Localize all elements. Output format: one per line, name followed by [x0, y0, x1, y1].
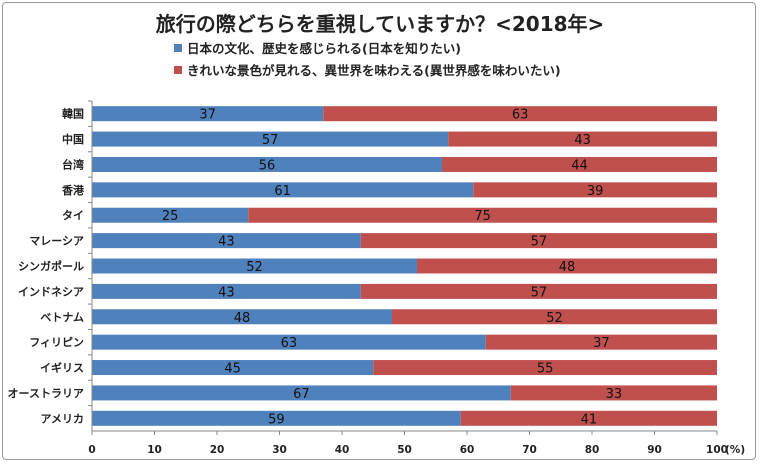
bar-1-10	[373, 360, 717, 376]
data-label-1-1: 43	[574, 133, 591, 148]
bar-0-7	[92, 283, 361, 299]
category-label-0: 韓国	[62, 107, 84, 121]
data-label-0-7: 43	[218, 285, 235, 300]
bar-0-12	[92, 410, 461, 426]
data-label-1-2: 44	[571, 158, 588, 173]
x-tick-label-0: 0	[88, 444, 95, 456]
data-label-0-12: 59	[268, 412, 285, 427]
data-label-0-5: 43	[218, 235, 235, 250]
legend-item-scenery: きれいな景色が見れる、異世界を味わえる(異世界感を味わいたい)	[174, 60, 561, 79]
x-tick-label-4: 40	[335, 444, 350, 456]
x-unit-label: (%)	[725, 444, 745, 456]
x-tick-label-3: 30	[272, 444, 287, 456]
data-label-1-7: 57	[531, 285, 548, 300]
chart-title: 旅行の際どちらを重視していますか？<2018年>	[155, 12, 605, 36]
category-label-8: ベトナム	[40, 311, 84, 324]
data-label-0-2: 56	[259, 158, 276, 173]
bar-1-12	[460, 410, 717, 426]
bar-1-3	[473, 182, 717, 198]
data-label-1-8: 52	[546, 311, 563, 326]
category-label-4: タイ	[62, 209, 84, 222]
bar-1-0	[323, 106, 717, 122]
bar-0-3	[92, 182, 474, 198]
data-label-0-9: 63	[281, 336, 298, 351]
data-label-0-1: 57	[262, 133, 279, 148]
data-label-1-0: 63	[512, 108, 529, 123]
bar-1-1	[448, 131, 717, 147]
x-tick-label-2: 20	[210, 444, 225, 456]
data-label-0-11: 67	[293, 387, 310, 402]
bar-1-2	[442, 156, 717, 172]
bar-0-9	[92, 334, 486, 350]
x-tick-label-9: 90	[647, 444, 662, 456]
bar-0-10	[92, 360, 374, 376]
category-label-6: シンガポール	[18, 259, 84, 273]
chart-frame	[2, 2, 756, 460]
bar-1-11	[510, 385, 717, 401]
category-label-5: マレーシア	[29, 235, 84, 248]
x-tick-label-8: 80	[585, 444, 600, 456]
bar-1-8	[392, 309, 717, 325]
bar-0-6	[92, 258, 417, 274]
category-label-3: 香港	[61, 183, 85, 197]
legend-item-culture: 日本の文化、歴史を感じられる(日本を知りたい)	[174, 38, 461, 57]
bar-0-8	[92, 309, 392, 325]
data-label-0-6: 52	[246, 260, 263, 275]
category-label-7: インドネシア	[18, 285, 84, 298]
x-tick-label-1: 10	[147, 444, 162, 456]
data-label-1-11: 33	[606, 387, 623, 402]
x-tick-label-6: 60	[460, 444, 475, 456]
bar-1-7	[360, 283, 717, 299]
bar-0-5	[92, 233, 361, 249]
data-label-1-9: 37	[593, 336, 610, 351]
bar-0-4	[92, 207, 249, 223]
bar-0-2	[92, 156, 442, 172]
data-label-1-3: 39	[587, 184, 604, 199]
data-label-1-6: 48	[559, 260, 576, 275]
data-label-1-5: 57	[531, 235, 548, 250]
legend-swatch-scenery	[174, 65, 182, 74]
category-label-11: オーストラリア	[8, 387, 84, 400]
data-label-0-0: 37	[199, 108, 216, 123]
data-label-1-4: 75	[474, 209, 491, 224]
data-label-0-10: 45	[224, 362, 241, 377]
data-label-0-8: 48	[234, 311, 251, 326]
bar-0-11	[92, 385, 511, 401]
bar-1-4	[248, 207, 717, 223]
legend-label-culture: 日本の文化、歴史を感じられる(日本を知りたい)	[187, 41, 461, 56]
legend-label-scenery: きれいな景色が見れる、異世界を味わえる(異世界感を味わいたい)	[187, 63, 561, 78]
bar-1-6	[417, 258, 717, 274]
bar-0-1	[92, 131, 449, 147]
category-label-9: フィリピン	[29, 336, 84, 349]
x-tick-label-7: 70	[522, 444, 537, 456]
data-label-0-4: 25	[162, 209, 179, 224]
bar-1-9	[485, 334, 717, 350]
bar-0-0	[92, 106, 324, 122]
data-label-1-10: 55	[537, 362, 554, 377]
x-tick-label-10: 100	[706, 444, 728, 456]
category-label-12: アメリカ	[41, 412, 84, 425]
category-label-10: イギリス	[40, 361, 84, 375]
bar-1-5	[360, 233, 717, 249]
category-label-2: 台湾	[62, 157, 84, 171]
legend-swatch-culture	[174, 43, 182, 52]
x-tick-label-5: 50	[397, 444, 412, 456]
data-label-0-3: 61	[274, 184, 291, 199]
category-label-1: 中国	[62, 132, 84, 146]
data-label-1-12: 41	[581, 412, 598, 427]
